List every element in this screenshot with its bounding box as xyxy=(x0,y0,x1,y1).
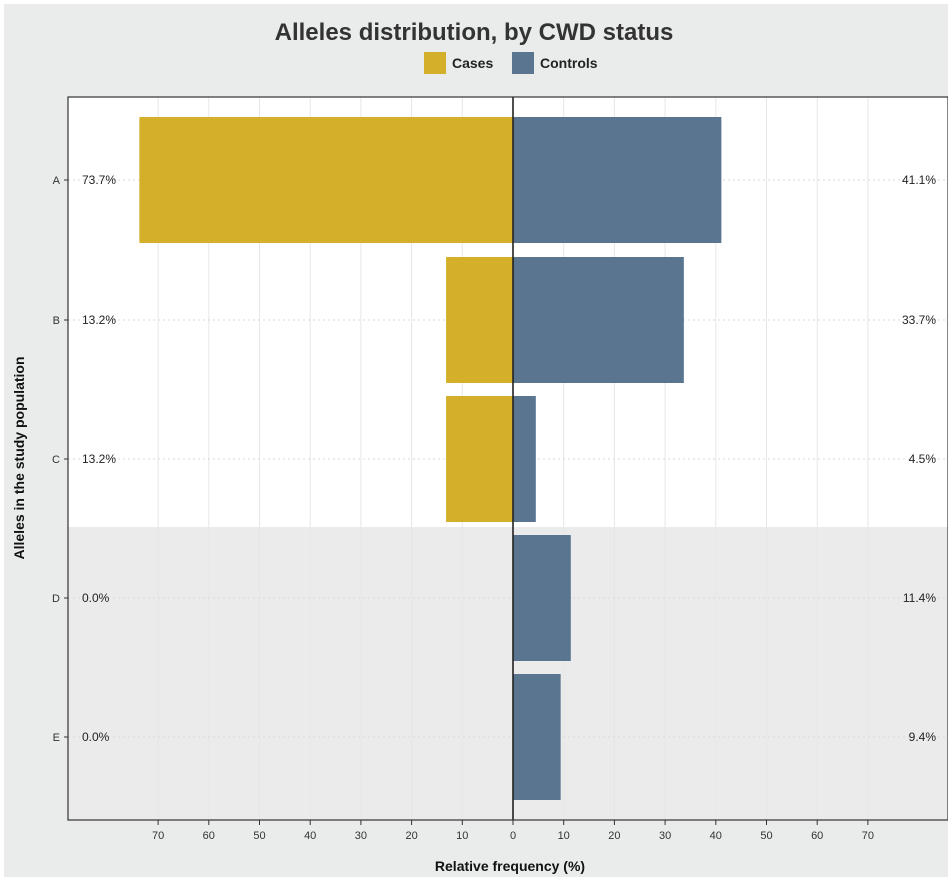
legend-swatch-controls xyxy=(512,52,534,74)
bar-cases xyxy=(446,257,513,383)
x-tick-label: 60 xyxy=(811,830,823,842)
legend: Cases Controls xyxy=(424,52,598,74)
y-tick-label: E xyxy=(53,732,60,744)
x-axis-title: Relative frequency (%) xyxy=(435,858,585,874)
y-tick-label: B xyxy=(53,315,60,327)
bar-controls xyxy=(513,257,684,383)
data-label-controls: 4.5% xyxy=(909,452,937,466)
legend-label-cases: Cases xyxy=(452,55,493,71)
x-tick-label: 70 xyxy=(862,830,874,842)
data-label-controls: 11.4% xyxy=(903,591,936,605)
legend-label-controls: Controls xyxy=(540,55,598,71)
x-axis: 70 60 50 40 30 20 10 0 10 20 30 40 50 60 70 xyxy=(152,820,874,842)
data-label-controls: 41.1% xyxy=(902,173,936,187)
bar-controls xyxy=(513,674,561,800)
bar-controls xyxy=(513,396,536,522)
bar-cases xyxy=(446,396,513,522)
data-label-cases: 0.0% xyxy=(82,730,110,744)
legend-swatch-cases xyxy=(424,52,446,74)
bar-controls xyxy=(513,117,722,243)
x-tick-label: 10 xyxy=(558,830,570,842)
shaded-panel xyxy=(68,527,948,820)
y-tick-label: D xyxy=(52,593,60,605)
bar-controls xyxy=(513,535,571,661)
x-tick-label: 70 xyxy=(152,830,164,842)
x-tick-label: 40 xyxy=(304,830,316,842)
chart-title: Alleles distribution, by CWD status xyxy=(275,19,674,46)
y-axis-title: Alleles in the study population xyxy=(11,356,27,559)
x-tick-label: 50 xyxy=(760,830,772,842)
data-labels: 73.7% 13.2% 13.2% 0.0% 0.0% 41.1% 33.7% 4.5% 11.… xyxy=(82,173,936,744)
x-tick-label: 10 xyxy=(456,830,468,842)
chart-svg: Alleles distribution, by CWD status Case… xyxy=(11,19,948,874)
x-tick-label: 20 xyxy=(405,830,417,842)
data-label-cases: 13.2% xyxy=(82,313,116,327)
bar-cases xyxy=(139,117,513,243)
data-label-controls: 33.7% xyxy=(902,313,936,327)
data-label-cases: 73.7% xyxy=(82,173,116,187)
x-tick-label: 20 xyxy=(608,830,620,842)
x-tick-label: 0 xyxy=(510,830,516,842)
data-label-cases: 13.2% xyxy=(82,452,116,466)
y-axis: A B C D E xyxy=(52,175,68,744)
y-tick-label: A xyxy=(53,175,61,187)
x-tick-label: 40 xyxy=(710,830,722,842)
x-tick-label: 30 xyxy=(659,830,671,842)
data-label-cases: 0.0% xyxy=(82,591,110,605)
bars xyxy=(139,117,722,800)
data-label-controls: 9.4% xyxy=(909,730,937,744)
x-tick-label: 50 xyxy=(253,830,265,842)
chart-figure: Alleles distribution, by CWD status Case… xyxy=(4,4,948,877)
y-tick-label: C xyxy=(52,454,60,466)
x-tick-label: 30 xyxy=(355,830,367,842)
x-tick-label: 60 xyxy=(203,830,215,842)
